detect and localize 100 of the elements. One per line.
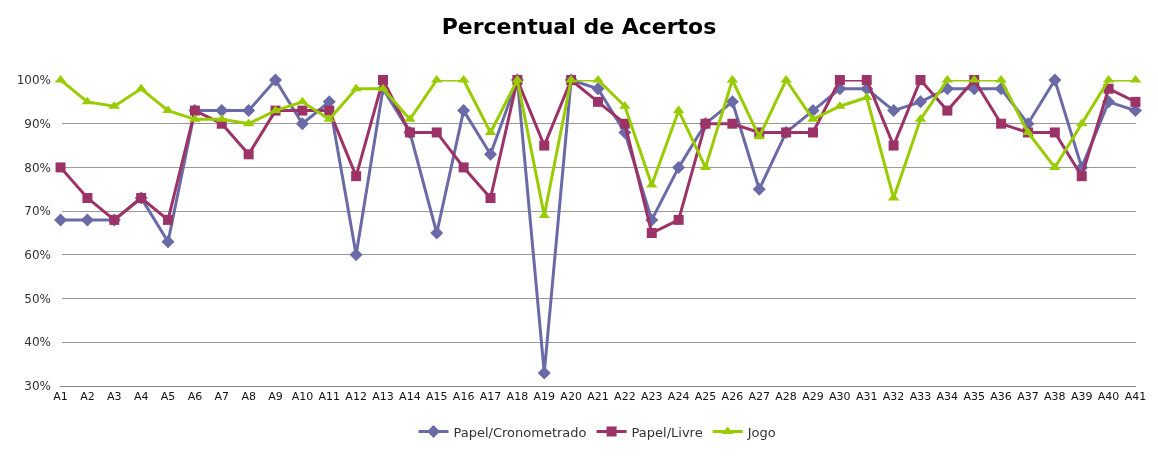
x-tick-label: A18 <box>506 390 529 404</box>
x-tick-label: A26 <box>721 390 744 404</box>
x-tick-label: A35 <box>963 390 985 404</box>
y-tick-label: 100% <box>16 73 51 88</box>
legend-label: Jogo <box>746 424 776 440</box>
x-tick-label: A33 <box>909 390 932 404</box>
point <box>351 171 362 182</box>
x-tick-label: A30 <box>829 390 851 404</box>
x-tick-label: A14 <box>399 390 421 404</box>
point <box>163 214 174 225</box>
x-tick-label: A39 <box>1070 390 1093 404</box>
x-tick-label: A27 <box>748 390 771 404</box>
point <box>161 235 175 249</box>
point <box>727 118 738 129</box>
point <box>297 105 308 116</box>
x-tick-label: A32 <box>882 390 905 404</box>
x-tick-label: A9 <box>268 390 283 404</box>
point <box>725 95 739 109</box>
x-tick-label: A2 <box>80 390 95 404</box>
x-tick-label: A17 <box>479 390 502 404</box>
point <box>458 162 469 173</box>
point <box>80 213 94 227</box>
y-tick-label: 40% <box>24 335 51 350</box>
x-tick-label: A25 <box>694 390 717 404</box>
x-tick-label: A41 <box>1124 390 1147 404</box>
x-tick-label: A21 <box>587 390 609 404</box>
point <box>295 117 309 131</box>
x-tick-label: A28 <box>775 390 797 404</box>
point <box>484 147 498 161</box>
point <box>619 118 630 129</box>
x-tick-label: A8 <box>241 390 256 404</box>
point <box>673 214 684 225</box>
point <box>539 140 550 151</box>
x-tick-label: A16 <box>452 390 475 404</box>
chart-title: Percentual de Acertos <box>441 13 717 39</box>
x-tick-label: A37 <box>1017 390 1039 404</box>
point <box>996 118 1007 129</box>
point <box>1048 73 1062 87</box>
x-tick-label: A36 <box>990 390 1012 404</box>
x-tick-label: A10 <box>291 390 314 404</box>
point <box>82 193 93 204</box>
point <box>457 104 471 118</box>
point <box>135 83 147 92</box>
y-tick-label: 70% <box>24 204 51 219</box>
x-tick-label: A3 <box>107 390 122 404</box>
x-tick-label: A23 <box>640 390 663 404</box>
point <box>377 83 389 92</box>
point <box>485 193 496 204</box>
y-tick-label: 60% <box>24 248 51 263</box>
x-tick-label: A13 <box>372 390 394 404</box>
point <box>162 105 174 114</box>
x-tick-label: A7 <box>214 390 230 404</box>
x-tick-label: A15 <box>425 390 448 404</box>
x-tick-label: A34 <box>936 390 959 404</box>
point <box>593 96 603 107</box>
point <box>888 140 899 151</box>
point <box>942 105 953 116</box>
x-tick-label: A24 <box>667 390 690 404</box>
point <box>349 248 363 262</box>
point <box>350 83 362 92</box>
point <box>915 75 926 85</box>
x-tick-label: A40 <box>1097 390 1120 404</box>
point <box>672 160 686 174</box>
point <box>887 104 901 118</box>
x-tick-label: A5 <box>160 390 176 404</box>
x-tick-label: A29 <box>802 390 824 404</box>
x-tick-label: A1 <box>53 390 68 404</box>
x-tick-label: A4 <box>133 390 149 404</box>
point <box>269 73 283 87</box>
point <box>861 75 872 85</box>
point <box>834 75 845 85</box>
point <box>243 149 254 160</box>
point <box>1049 127 1060 138</box>
x-tick-label: A31 <box>855 390 878 404</box>
legend-label: Papel/Cronometrado <box>453 424 587 440</box>
x-tick-label: A12 <box>345 390 367 404</box>
y-tick-label: 90% <box>24 116 51 131</box>
x-tick-label: A38 <box>1044 390 1066 404</box>
x-tick-label: A19 <box>533 390 556 404</box>
x-tick-label: A22 <box>614 390 636 404</box>
point <box>55 162 66 173</box>
point <box>242 104 256 118</box>
x-tick-label: A11 <box>318 390 341 404</box>
point <box>431 127 442 138</box>
point <box>1076 171 1087 182</box>
point <box>913 95 927 109</box>
point <box>807 127 818 138</box>
legend-label: Papel/Livre <box>631 424 703 440</box>
x-tick-label: A6 <box>187 390 203 404</box>
point <box>1130 96 1141 107</box>
y-tick-label: 80% <box>24 160 51 175</box>
point <box>591 82 605 96</box>
point <box>537 366 551 380</box>
x-tick-label: A20 <box>560 390 582 404</box>
y-tick-label: 30% <box>24 379 51 394</box>
y-tick-label: 50% <box>24 291 51 306</box>
point <box>752 182 766 196</box>
point <box>215 104 229 118</box>
point <box>378 75 389 85</box>
point <box>54 213 68 227</box>
